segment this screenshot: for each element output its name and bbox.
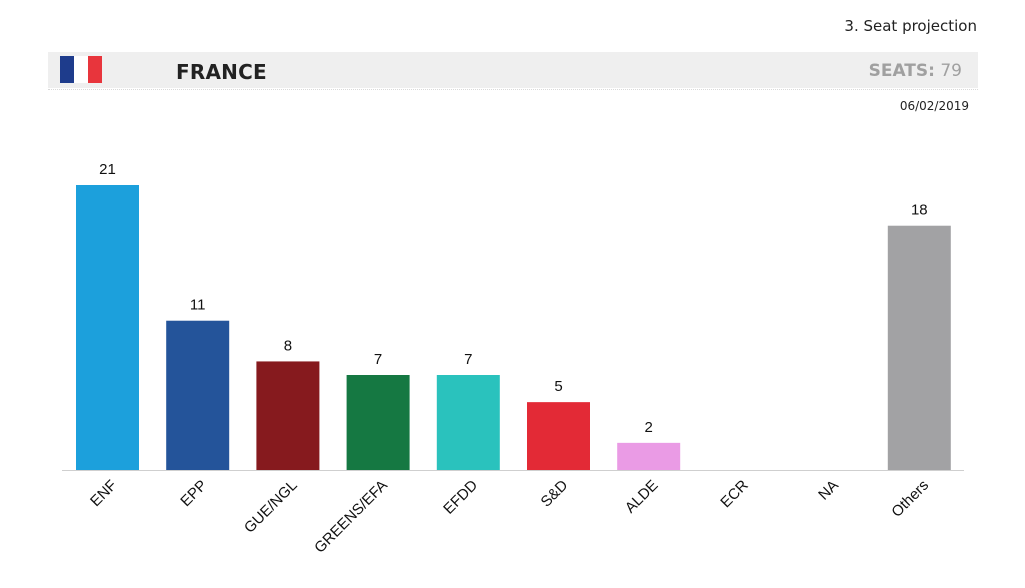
category-label-s-d: S&D: [537, 477, 571, 511]
value-label-enf: 21: [99, 161, 116, 178]
bar-alde: [617, 442, 681, 470]
category-label-epp: EPP: [177, 477, 210, 510]
flag-stripe-white: [74, 56, 88, 83]
country-header-bar: FRANCE SEATS: 79: [48, 52, 978, 88]
value-label-others: 18: [911, 202, 928, 219]
seats-value: 79: [940, 61, 962, 81]
seats-total: SEATS: 79: [869, 61, 962, 81]
category-label-gue-ngl: GUE/NGL: [241, 477, 301, 537]
category-label-efdd: EFDD: [440, 477, 481, 518]
bar-s-d: [527, 402, 590, 470]
category-label-ecr: ECR: [717, 477, 752, 512]
category-label-others: Others: [888, 477, 932, 521]
bar-efdd: [436, 375, 500, 470]
bar-greens-efa: [346, 375, 410, 470]
category-label-na: NA: [815, 477, 842, 504]
projection-date: 06/02/2019: [899, 99, 969, 113]
bar-enf: [76, 185, 139, 470]
section-label: 3. Seat projection: [844, 17, 977, 35]
bars-group: [76, 185, 951, 470]
value-label-epp: 11: [190, 297, 206, 314]
category-label-alde: ALDE: [622, 477, 662, 517]
flag-stripe-blue: [60, 56, 74, 83]
header-divider: [48, 89, 978, 91]
bar-others: [887, 225, 951, 470]
value-label-greens-efa: 7: [374, 351, 382, 368]
france-flag-icon: [60, 56, 102, 83]
country-name: FRANCE: [176, 60, 267, 84]
value-label-gue-ngl: 8: [284, 337, 292, 354]
value-label-alde: 2: [645, 419, 653, 436]
value-label-efdd: 7: [464, 351, 472, 368]
category-labels-group: ENF EPP GUE/NGL GREENS/EFA EFDD S&D ALDE ECR NA O…: [87, 477, 932, 557]
flag-stripe-red: [88, 56, 102, 83]
category-label-greens-efa: GREENS/EFA: [311, 477, 391, 557]
bar-epp: [166, 320, 230, 470]
bar-gue-ngl: [256, 361, 320, 470]
category-label-enf: ENF: [87, 477, 120, 510]
value-label-s-d: 5: [554, 378, 562, 395]
seats-label: SEATS:: [868, 61, 935, 81]
